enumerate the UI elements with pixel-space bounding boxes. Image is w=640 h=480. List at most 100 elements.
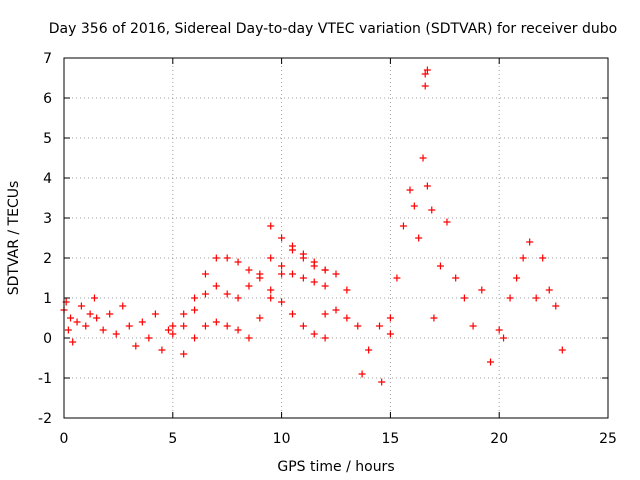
data-point	[519, 254, 527, 262]
data-point	[469, 322, 477, 330]
y-tick-label: 7	[43, 51, 52, 67]
data-point	[393, 274, 401, 282]
data-point	[112, 330, 120, 338]
y-axis-label: SDTVAR / TECUs	[6, 181, 22, 296]
data-point	[299, 274, 307, 282]
data-point	[486, 358, 494, 366]
data-point	[386, 314, 394, 322]
data-point	[86, 310, 94, 318]
data-point	[552, 302, 560, 310]
data-point	[256, 314, 264, 322]
data-point	[460, 294, 468, 302]
data-point	[436, 262, 444, 270]
data-point	[245, 266, 253, 274]
data-point	[132, 342, 140, 350]
data-point	[201, 322, 209, 330]
data-point	[526, 238, 534, 246]
data-point	[191, 306, 199, 314]
data-point	[278, 298, 286, 306]
data-point	[545, 286, 553, 294]
data-point	[67, 314, 75, 322]
y-tick-label: -2	[38, 411, 52, 427]
y-tick-label: -1	[38, 371, 52, 387]
x-tick-label: 5	[168, 431, 177, 447]
data-point	[245, 334, 253, 342]
data-point	[428, 206, 436, 214]
tick-labels: 0 5 10 15 20 25 -2 -1 0 1 2 3 4 5 6 7	[38, 51, 617, 447]
y-tick-label: 6	[43, 91, 52, 107]
data-point	[310, 278, 318, 286]
data-point	[332, 270, 340, 278]
data-point	[234, 294, 242, 302]
x-tick-label: 25	[599, 431, 617, 447]
y-tick-label: 5	[43, 131, 52, 147]
data-point	[310, 258, 318, 266]
data-point	[376, 322, 384, 330]
data-point	[513, 274, 521, 282]
data-point	[288, 270, 296, 278]
x-tick-label: 15	[381, 431, 399, 447]
data-point	[267, 294, 275, 302]
data-point	[452, 274, 460, 282]
data-point	[421, 82, 429, 90]
data-point	[267, 222, 275, 230]
data-point	[223, 290, 231, 298]
x-tick-label: 0	[60, 431, 69, 447]
data-points	[60, 66, 566, 386]
data-point	[378, 378, 386, 386]
data-point	[495, 326, 503, 334]
data-point	[223, 254, 231, 262]
data-point	[169, 330, 177, 338]
data-point	[180, 350, 188, 358]
data-point	[212, 282, 220, 290]
data-point	[234, 258, 242, 266]
data-point	[415, 234, 423, 242]
data-point	[169, 322, 177, 330]
data-point	[73, 318, 81, 326]
data-point	[77, 302, 85, 310]
data-point	[201, 270, 209, 278]
data-point	[64, 326, 72, 334]
y-tick-label: 4	[43, 171, 52, 187]
data-point	[321, 334, 329, 342]
data-point	[138, 318, 146, 326]
grid-lines	[64, 58, 608, 418]
data-point	[332, 306, 340, 314]
data-point	[399, 222, 407, 230]
y-tick-label: 3	[43, 211, 52, 227]
axis-ticks	[63, 57, 609, 419]
data-point	[278, 262, 286, 270]
data-point	[99, 326, 107, 334]
data-point	[443, 218, 451, 226]
data-point	[69, 338, 77, 346]
data-point	[234, 326, 242, 334]
data-point	[310, 330, 318, 338]
data-point	[532, 294, 540, 302]
data-point	[119, 302, 127, 310]
data-point	[90, 294, 98, 302]
data-point	[267, 286, 275, 294]
data-point	[223, 322, 231, 330]
data-point	[321, 266, 329, 274]
y-tick-label: 0	[43, 331, 52, 347]
data-point	[158, 346, 166, 354]
x-tick-label: 10	[273, 431, 291, 447]
data-point	[256, 274, 264, 282]
data-point	[151, 310, 159, 318]
data-point	[201, 290, 209, 298]
data-point	[321, 282, 329, 290]
x-axis-label: GPS time / hours	[277, 459, 394, 475]
data-point	[191, 334, 199, 342]
y-tick-label: 2	[43, 251, 52, 267]
data-point	[82, 322, 90, 330]
data-point	[365, 346, 373, 354]
data-point	[410, 202, 418, 210]
data-point	[245, 282, 253, 290]
data-point	[278, 270, 286, 278]
data-point	[386, 330, 394, 338]
data-point	[419, 154, 427, 162]
data-point	[93, 314, 101, 322]
data-point	[506, 294, 514, 302]
